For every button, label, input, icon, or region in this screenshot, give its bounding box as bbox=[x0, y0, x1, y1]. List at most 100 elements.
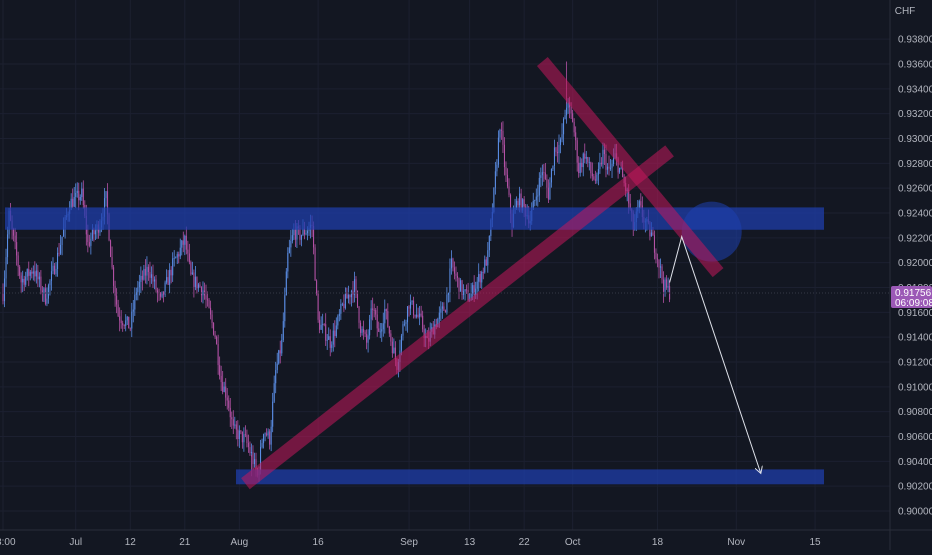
price-tick-label: 0.91400 bbox=[898, 333, 932, 344]
candle-body bbox=[459, 280, 462, 292]
candle-body bbox=[472, 285, 474, 294]
candle-body bbox=[91, 229, 93, 239]
candle-body bbox=[391, 341, 393, 354]
candle-body bbox=[538, 177, 540, 196]
candle-body bbox=[390, 333, 392, 342]
candle-body bbox=[19, 266, 21, 276]
candle-body bbox=[370, 308, 372, 320]
candle-body bbox=[573, 122, 575, 133]
candle-body bbox=[146, 266, 148, 276]
candle-body bbox=[7, 234, 9, 258]
candle-body bbox=[406, 306, 409, 323]
candle-body bbox=[216, 336, 218, 345]
time-tick-label: Sep bbox=[400, 537, 418, 548]
candle-body bbox=[613, 158, 615, 164]
candle-body bbox=[181, 240, 183, 248]
candle-body bbox=[40, 276, 42, 291]
candle-body bbox=[155, 279, 157, 291]
candle-body bbox=[196, 276, 198, 289]
candle-body bbox=[499, 129, 501, 138]
candle-body bbox=[473, 285, 475, 296]
candle-body bbox=[475, 288, 477, 296]
candle-body bbox=[363, 328, 365, 333]
candle-body bbox=[414, 314, 416, 317]
candle-body bbox=[317, 292, 319, 320]
candle-body bbox=[175, 257, 177, 259]
candle-body bbox=[199, 284, 201, 288]
candle-body bbox=[667, 286, 669, 288]
support-zone[interactable] bbox=[236, 469, 824, 485]
candle-body bbox=[223, 386, 225, 392]
candle-body bbox=[194, 276, 196, 287]
candle-body bbox=[287, 252, 289, 272]
falling-trendline[interactable] bbox=[536, 57, 724, 278]
candle-body bbox=[78, 190, 80, 201]
candle-body bbox=[423, 329, 425, 339]
candle-body bbox=[270, 426, 272, 445]
candle-body bbox=[555, 147, 557, 152]
candle-body bbox=[253, 459, 256, 465]
candle-body bbox=[244, 434, 246, 436]
candle-body bbox=[82, 188, 84, 205]
candle-body bbox=[619, 167, 621, 173]
candle-body bbox=[658, 259, 660, 268]
candle-body bbox=[113, 267, 115, 286]
candle-body bbox=[120, 320, 122, 324]
candle-body bbox=[494, 171, 496, 188]
candle-body bbox=[361, 328, 363, 333]
candle-body bbox=[5, 257, 7, 279]
candle-body bbox=[294, 229, 296, 240]
projection-arrow[interactable] bbox=[669, 234, 761, 473]
candle-body bbox=[331, 344, 333, 348]
candle-body bbox=[153, 279, 156, 282]
price-tick-label: 0.92200 bbox=[898, 233, 932, 244]
candle-body bbox=[466, 289, 468, 291]
candle-body bbox=[478, 274, 480, 282]
candle-body bbox=[173, 257, 175, 259]
candle-body bbox=[266, 433, 268, 436]
price-tick-label: 0.90600 bbox=[898, 432, 932, 443]
candle-body bbox=[479, 274, 481, 283]
candle-body bbox=[334, 330, 336, 337]
candle-body bbox=[229, 407, 231, 418]
candle-body bbox=[519, 193, 521, 206]
candle-body bbox=[556, 151, 559, 154]
candle-body bbox=[552, 165, 554, 169]
candle-body bbox=[563, 118, 565, 135]
candle-body bbox=[559, 139, 562, 145]
candle-body bbox=[656, 258, 659, 260]
candle-body bbox=[128, 316, 130, 329]
candle-body bbox=[400, 335, 402, 351]
candle-body bbox=[575, 132, 577, 141]
candle-body bbox=[534, 200, 536, 202]
candle-body bbox=[299, 227, 301, 240]
candle-body bbox=[484, 259, 486, 273]
time-tick-label: 12 bbox=[125, 537, 137, 548]
candle-body bbox=[37, 270, 39, 280]
candle-body bbox=[544, 172, 546, 179]
candle-body bbox=[73, 197, 75, 207]
candle-body bbox=[447, 292, 449, 295]
candle-body bbox=[576, 140, 578, 163]
price-tick-label: 0.91200 bbox=[898, 358, 932, 369]
candle-body bbox=[417, 314, 419, 318]
candle-body bbox=[532, 200, 534, 210]
price-tick-label: 0.90400 bbox=[898, 457, 932, 468]
candle-body bbox=[53, 265, 56, 274]
time-tick-label: 15 bbox=[809, 537, 821, 548]
support-zone[interactable] bbox=[5, 207, 824, 230]
candle-body bbox=[275, 370, 277, 384]
candle-body bbox=[328, 336, 330, 340]
candle-body bbox=[664, 279, 666, 292]
candle-body bbox=[367, 335, 369, 343]
candle-body bbox=[547, 187, 549, 200]
candle-body bbox=[343, 303, 345, 309]
candle-body bbox=[437, 318, 439, 328]
candle-body bbox=[360, 322, 362, 333]
candle-body bbox=[452, 258, 454, 268]
candle-body bbox=[402, 324, 404, 336]
candle-body bbox=[170, 269, 172, 276]
rising-trendline[interactable] bbox=[241, 145, 674, 490]
